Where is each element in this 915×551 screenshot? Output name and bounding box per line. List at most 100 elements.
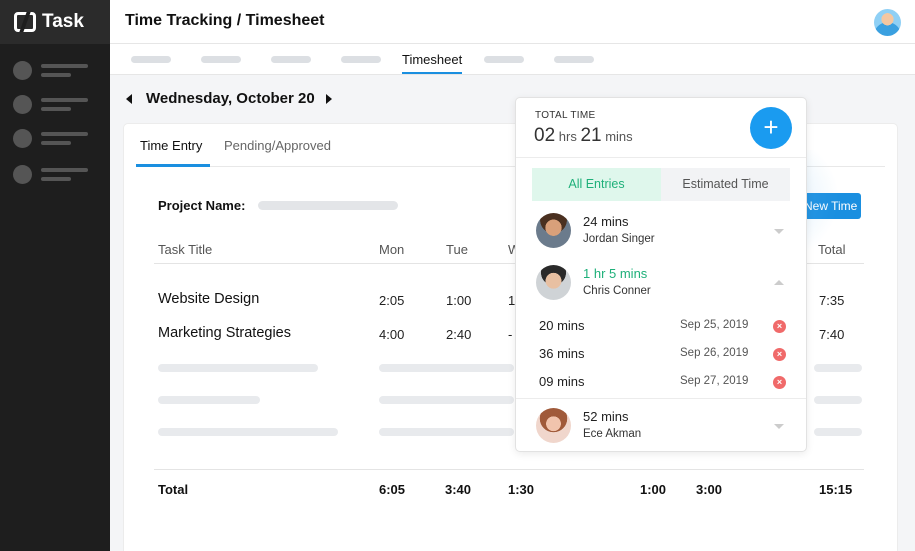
active-tab-indicator [402,72,462,74]
total-time-label: TOTAL TIME [535,110,596,121]
avatar [536,213,571,248]
active-tab-indicator [136,164,210,167]
total-mon: 6:05 [379,482,406,497]
project-name-value [258,201,398,210]
entry-user: Chris Conner [583,285,651,297]
task-title[interactable]: Website Design [158,291,260,307]
nav-icon [13,129,32,148]
tab-time-entry[interactable]: Time Entry [140,138,203,153]
placeholder-row [814,364,862,372]
ntask-logo-icon [14,12,36,32]
entry-row[interactable]: 24 mins Jordan Singer [516,212,806,256]
popover-header: TOTAL TIME 02 hrs 21 mins + [516,98,806,158]
nav-icon [13,165,32,184]
brand[interactable]: Task [0,0,110,44]
date-navigator: Wednesday, October 20 [126,90,332,107]
placeholder-row [379,364,514,372]
totals-label: Total [158,482,189,497]
task-title[interactable]: Marketing Strategies [158,325,291,341]
tab-placeholder[interactable] [341,56,381,63]
tab-estimated-time[interactable]: Estimated Time [661,168,790,201]
total-tue: 3:40 [445,482,472,497]
entry-user: Ece Akman [583,428,642,440]
entry-duration: 52 mins [583,409,629,424]
cell-tue[interactable]: 1:00 [446,293,472,308]
tab-placeholder[interactable] [131,56,171,63]
add-entry-button[interactable]: + [750,107,792,149]
cell-wed[interactable]: 1 [508,293,516,308]
avatar [536,265,571,300]
plus-icon: + [763,112,779,142]
nav-icon [13,61,32,80]
sub-entry-date: Sep 27, 2019 [680,375,749,387]
sub-entry-date: Sep 26, 2019 [680,347,749,359]
sidebar-item-1[interactable] [13,61,88,80]
current-date: Wednesday, October 20 [146,90,315,107]
cell-total: 7:35 [819,293,845,308]
total-col5: 1:00 [640,482,667,497]
col-total: Total [818,242,845,257]
chevron-down-icon[interactable] [774,229,784,234]
total-col6: 3:00 [696,482,723,497]
sub-entry-date: Sep 25, 2019 [680,319,749,331]
entry-user: Jordan Singer [583,233,655,245]
col-task-title: Task Title [158,242,213,257]
time-entries-popover: TOTAL TIME 02 hrs 21 mins + All Entries … [515,97,807,452]
cell-total: 7:40 [819,327,845,342]
entry-row[interactable]: 1 hr 5 mins Chris Conner [516,264,806,308]
next-day-icon[interactable] [325,93,332,104]
placeholder-row [379,428,514,436]
project-name-label: Project Name: [158,198,246,213]
avatar [536,408,571,443]
brand-name: Task [42,11,84,32]
delete-icon[interactable]: × [773,376,786,389]
divider [516,398,806,399]
placeholder-row [158,364,318,372]
chevron-down-icon[interactable] [774,424,784,429]
divider [154,469,864,470]
sub-entry-duration: 09 mins [539,374,585,389]
nav-icon [13,95,32,114]
chevron-up-icon[interactable] [774,280,784,285]
tab-placeholder[interactable] [271,56,311,63]
tab-pending-approved[interactable]: Pending/Approved [224,138,331,153]
entry-duration: 1 hr 5 mins [583,266,648,281]
placeholder-row [814,396,862,404]
cell-wed[interactable]: - [508,327,513,342]
sidebar-item-3[interactable] [13,129,88,148]
delete-icon[interactable]: × [773,348,786,361]
delete-icon[interactable]: × [773,320,786,333]
tab-placeholder[interactable] [554,56,594,63]
cell-tue[interactable]: 2:40 [446,327,472,342]
placeholder-row [814,428,862,436]
entry-row[interactable]: 52 mins Ece Akman [516,407,806,451]
page-title: Time Tracking / Timesheet [125,12,325,29]
col-mon: Mon [379,242,405,257]
total-wed: 1:30 [508,482,535,497]
user-avatar[interactable] [874,9,901,36]
placeholder-row [158,396,260,404]
sub-entry-row[interactable]: 09 mins Sep 27, 2019 × [516,374,806,400]
tab-placeholder[interactable] [201,56,241,63]
total-time-value: 02 hrs 21 mins [534,125,633,146]
entry-duration: 24 mins [583,214,629,229]
sidebar-item-4[interactable] [13,165,88,184]
sidebar-item-2[interactable] [13,95,88,114]
new-time-entry-button[interactable]: New Time Entry [804,193,861,219]
cell-mon[interactable]: 4:00 [379,327,405,342]
sub-navigation: Timesheet [110,44,915,75]
tab-placeholder[interactable] [484,56,524,63]
card-tabs: Time Entry Pending/Approved [136,124,885,167]
divider [154,263,864,264]
cell-mon[interactable]: 2:05 [379,293,405,308]
prev-day-icon[interactable] [126,93,132,104]
sub-entry-duration: 20 mins [539,318,585,333]
sidebar: Task [0,0,110,551]
top-header: Time Tracking / Timesheet [110,0,915,44]
placeholder-row [158,428,338,436]
tab-timesheet[interactable]: Timesheet [402,52,463,67]
sub-entry-row[interactable]: 36 mins Sep 26, 2019 × [516,346,806,372]
sub-entry-row[interactable]: 20 mins Sep 25, 2019 × [516,318,806,344]
tab-all-entries[interactable]: All Entries [532,168,661,201]
sub-entry-duration: 36 mins [539,346,585,361]
